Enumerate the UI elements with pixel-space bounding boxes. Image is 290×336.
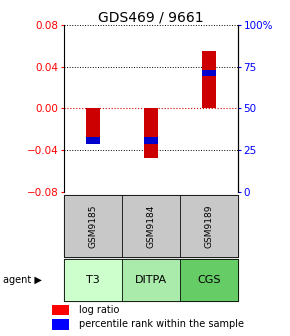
Title: GDS469 / 9661: GDS469 / 9661 — [98, 10, 204, 24]
Bar — [86, 137, 100, 144]
Bar — [144, 109, 158, 158]
Bar — [202, 70, 216, 76]
Text: CGS: CGS — [197, 275, 221, 285]
Text: GSM9189: GSM9189 — [204, 204, 213, 248]
Text: DITPA: DITPA — [135, 275, 167, 285]
Bar — [86, 109, 100, 143]
Text: T3: T3 — [86, 275, 100, 285]
Bar — [64, 259, 122, 301]
Bar — [52, 319, 69, 330]
Text: agent ▶: agent ▶ — [3, 275, 42, 285]
Text: GSM9184: GSM9184 — [146, 204, 155, 248]
Bar — [122, 259, 180, 301]
Text: log ratio: log ratio — [79, 305, 119, 315]
Bar — [180, 195, 238, 257]
Text: percentile rank within the sample: percentile rank within the sample — [79, 320, 244, 330]
Bar — [64, 195, 122, 257]
Text: GSM9185: GSM9185 — [88, 204, 97, 248]
Bar — [202, 51, 216, 109]
Bar — [122, 195, 180, 257]
Bar — [52, 304, 69, 315]
Bar — [144, 137, 158, 144]
Bar — [180, 259, 238, 301]
